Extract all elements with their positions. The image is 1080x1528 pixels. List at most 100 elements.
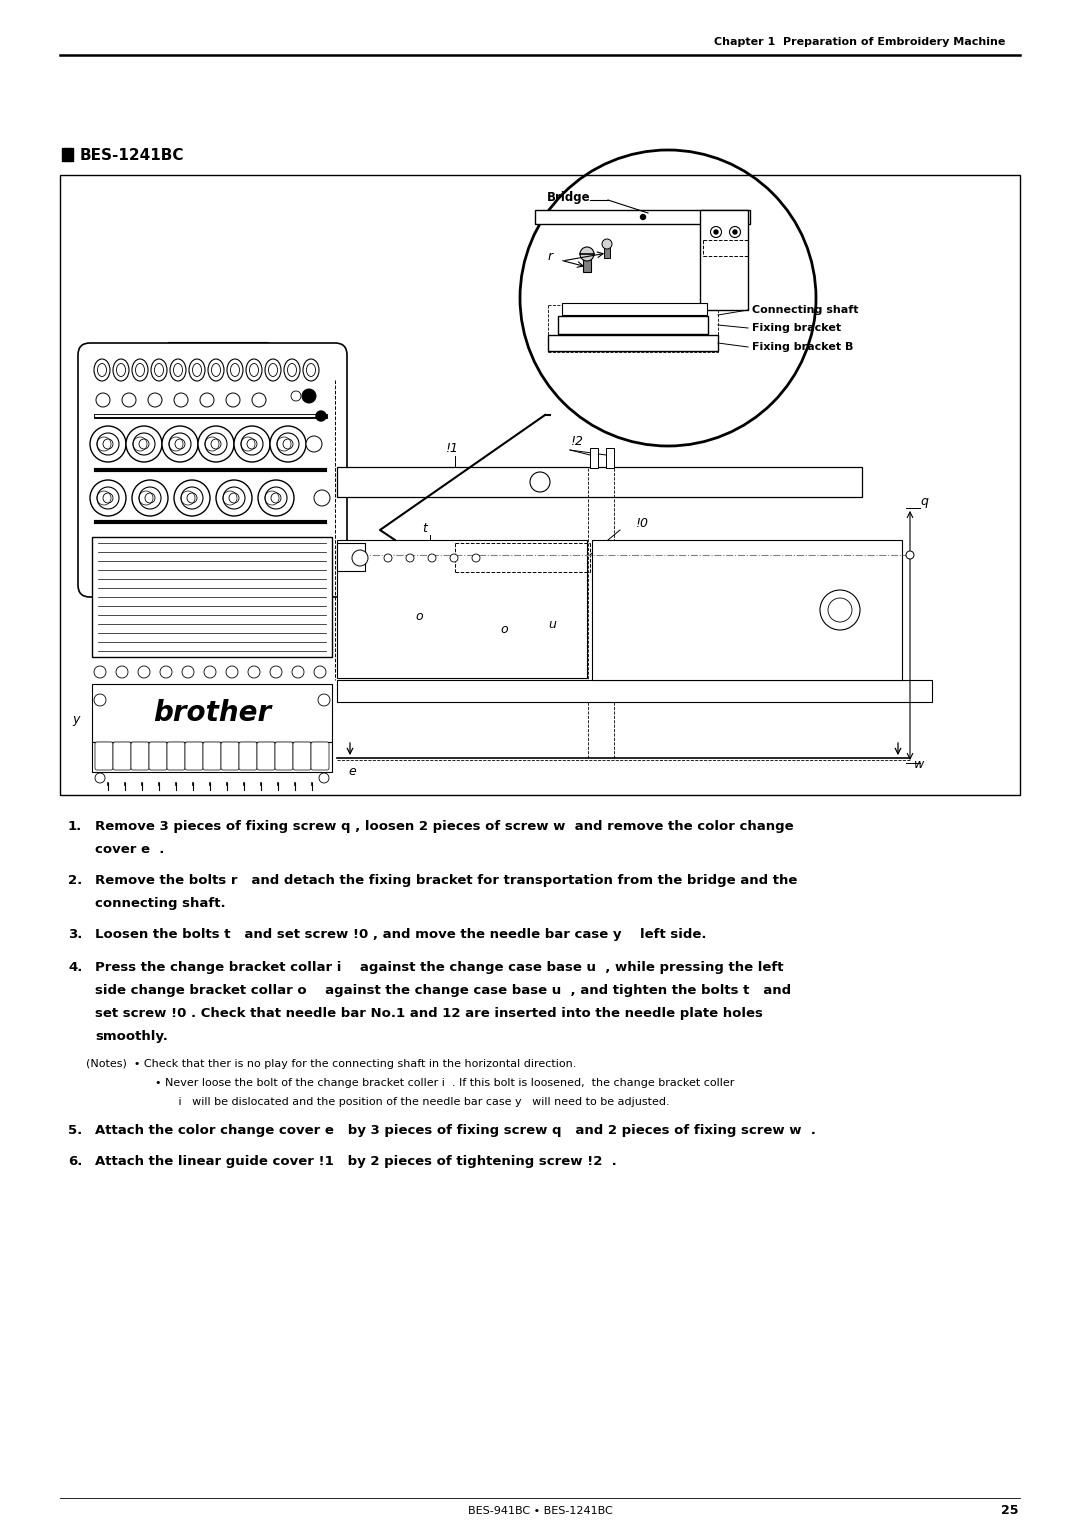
Text: 5.: 5. xyxy=(68,1125,82,1137)
Circle shape xyxy=(271,494,281,503)
Text: 2.: 2. xyxy=(68,874,82,886)
Circle shape xyxy=(428,555,436,562)
Circle shape xyxy=(270,426,306,461)
FancyBboxPatch shape xyxy=(293,743,311,770)
Ellipse shape xyxy=(154,364,163,376)
Circle shape xyxy=(733,231,737,234)
Circle shape xyxy=(450,555,458,562)
Circle shape xyxy=(132,480,168,516)
Bar xyxy=(60,176,1020,795)
Ellipse shape xyxy=(151,359,167,380)
Ellipse shape xyxy=(249,364,258,376)
FancyBboxPatch shape xyxy=(149,743,167,770)
Circle shape xyxy=(229,494,239,503)
Text: Attach the linear guide cover !1   by 2 pieces of tightening screw !2  .: Attach the linear guide cover !1 by 2 pi… xyxy=(95,1155,617,1167)
Circle shape xyxy=(292,666,303,678)
Circle shape xyxy=(276,432,299,455)
Text: i   will be dislocated and the position of the needle bar case y   will need to : i will be dislocated and the position of… xyxy=(126,1097,670,1106)
Circle shape xyxy=(222,487,245,509)
Circle shape xyxy=(97,487,119,509)
Circle shape xyxy=(906,552,914,559)
Text: BES-941BC • BES-1241BC: BES-941BC • BES-1241BC xyxy=(468,1507,612,1516)
Circle shape xyxy=(126,426,162,461)
Text: o: o xyxy=(500,623,508,636)
Ellipse shape xyxy=(117,364,125,376)
Circle shape xyxy=(181,487,203,509)
Text: Remove 3 pieces of fixing screw q , loosen 2 pieces of screw w  and remove the c: Remove 3 pieces of fixing screw q , loos… xyxy=(95,821,794,833)
Text: (Notes)  • Check that ther is no play for the connecting shaft in the horizontal: (Notes) • Check that ther is no play for… xyxy=(86,1059,577,1070)
Ellipse shape xyxy=(212,364,220,376)
Ellipse shape xyxy=(227,359,243,380)
FancyBboxPatch shape xyxy=(203,743,221,770)
Text: w: w xyxy=(914,758,924,772)
Bar xyxy=(337,468,862,497)
Bar xyxy=(562,303,707,315)
Text: Loosen the bolts t   and set screw !0 , and move the needle bar case y    left s: Loosen the bolts t and set screw !0 , an… xyxy=(95,927,706,941)
Bar xyxy=(700,209,748,310)
Ellipse shape xyxy=(135,364,145,376)
Bar xyxy=(558,316,708,335)
Circle shape xyxy=(530,472,550,492)
Circle shape xyxy=(90,480,126,516)
Circle shape xyxy=(96,393,110,406)
Ellipse shape xyxy=(174,364,183,376)
Circle shape xyxy=(94,694,106,706)
Circle shape xyxy=(133,432,156,455)
Circle shape xyxy=(187,494,197,503)
Text: side change bracket collar o    against the change case base u  , and tighten th: side change bracket collar o against the… xyxy=(95,984,792,996)
FancyBboxPatch shape xyxy=(95,743,113,770)
Ellipse shape xyxy=(269,364,278,376)
Text: connecting shaft.: connecting shaft. xyxy=(95,897,226,911)
FancyBboxPatch shape xyxy=(239,743,257,770)
Circle shape xyxy=(139,487,161,509)
Text: y: y xyxy=(72,714,79,726)
Circle shape xyxy=(283,439,293,449)
Bar xyxy=(92,536,332,657)
Circle shape xyxy=(198,426,234,461)
Circle shape xyxy=(174,480,210,516)
Text: q: q xyxy=(920,495,928,507)
Ellipse shape xyxy=(189,359,205,380)
Text: Fixing bracket B: Fixing bracket B xyxy=(752,342,853,351)
Circle shape xyxy=(406,555,414,562)
Circle shape xyxy=(241,432,264,455)
Circle shape xyxy=(234,426,270,461)
Bar xyxy=(583,254,591,272)
Text: Attach the color change cover e   by 3 pieces of fixing screw q   and 2 pieces o: Attach the color change cover e by 3 pie… xyxy=(95,1125,815,1137)
Circle shape xyxy=(248,666,260,678)
FancyBboxPatch shape xyxy=(185,743,203,770)
Bar xyxy=(92,743,332,772)
Text: BES-1241BC: BES-1241BC xyxy=(80,148,185,163)
Circle shape xyxy=(711,226,721,237)
Text: 6.: 6. xyxy=(68,1155,82,1167)
Bar xyxy=(592,539,902,680)
Text: • Never loose the bolt of the change bracket coller i  . If this bolt is loosene: • Never loose the bolt of the change bra… xyxy=(113,1077,734,1088)
Text: !2: !2 xyxy=(570,435,583,448)
Text: brother: brother xyxy=(153,698,271,727)
Circle shape xyxy=(580,248,594,261)
Circle shape xyxy=(258,480,294,516)
Text: 3.: 3. xyxy=(68,927,82,941)
Bar xyxy=(604,244,610,258)
Ellipse shape xyxy=(287,364,297,376)
Circle shape xyxy=(103,494,113,503)
Circle shape xyxy=(162,426,198,461)
Bar xyxy=(153,607,283,619)
Circle shape xyxy=(168,432,191,455)
Circle shape xyxy=(226,393,240,406)
Circle shape xyxy=(319,773,329,782)
Circle shape xyxy=(148,393,162,406)
Circle shape xyxy=(316,411,326,422)
Circle shape xyxy=(252,393,266,406)
Text: t: t xyxy=(422,523,427,535)
Circle shape xyxy=(94,666,106,678)
Circle shape xyxy=(714,231,718,234)
Text: 25: 25 xyxy=(1001,1505,1018,1517)
Ellipse shape xyxy=(208,359,224,380)
Text: Chapter 1  Preparation of Embroidery Machine: Chapter 1 Preparation of Embroidery Mach… xyxy=(714,37,1005,47)
Circle shape xyxy=(729,226,741,237)
Bar xyxy=(606,448,615,468)
Circle shape xyxy=(174,393,188,406)
Ellipse shape xyxy=(307,364,315,376)
Circle shape xyxy=(97,432,119,455)
